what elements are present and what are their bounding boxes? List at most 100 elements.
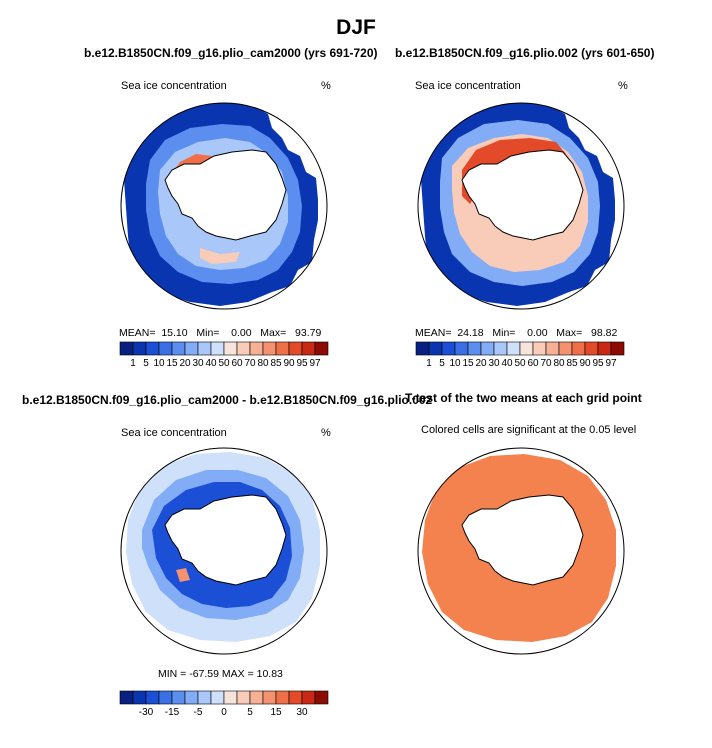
panel-2-map: [417, 102, 625, 310]
ice-pale-patch: [200, 248, 240, 264]
colorbar-panel-2: 1 5 10 15 20 30 40 50 60 70 80 85 90 95 97: [415, 341, 625, 369]
colorbar-cell: [145, 690, 160, 705]
colorbar-cell: [301, 341, 316, 356]
colorbar-tick-label: 15: [270, 707, 282, 718]
panel-1-left-label: Sea ice concentration: [121, 80, 227, 92]
colorbar-tick-label: 97: [309, 358, 321, 369]
colorbar-cell: [545, 341, 560, 356]
antarctica: [461, 494, 584, 586]
colorbar-tick-label: 40: [205, 358, 217, 369]
colorbar-tick-label: 90: [579, 358, 591, 369]
colorbar-tick-label: 95: [296, 358, 308, 369]
antarctica: [164, 494, 287, 586]
mean-value: 15.10: [161, 327, 188, 339]
colorbar-cell: [467, 341, 482, 356]
ice-high-concentration: [462, 138, 566, 204]
colorbar-cell: [119, 341, 134, 356]
colorbar-cell: [610, 341, 625, 356]
min-label: Min=: [492, 327, 516, 339]
colorbar-tick-label: -15: [165, 707, 180, 718]
colorbar-cell: [210, 341, 225, 356]
panel-3-units: %: [321, 427, 331, 439]
colorbar-cell: [249, 341, 264, 356]
colorbar-cell: [314, 341, 329, 356]
panel-4-map: [417, 447, 625, 655]
colorbar-tick-label: 1: [426, 358, 432, 369]
colorbar-cell: [197, 690, 212, 705]
colorbar-tick-label: 70: [540, 358, 552, 369]
max-value: 93.79: [295, 327, 322, 339]
colorbar-tick-label: 30: [296, 707, 308, 718]
colorbar-tick-label: 97: [605, 358, 617, 369]
colorbar-tick-label: 5: [143, 358, 149, 369]
colorbar-tick-label: 85: [270, 358, 282, 369]
colorbar-tick-label: 70: [244, 358, 256, 369]
panel-3-left-label: Sea ice concentration: [121, 427, 227, 439]
colorbar-cell: [506, 341, 521, 356]
colorbar-cell: [171, 341, 186, 356]
colorbar-tick-label: 10: [153, 358, 165, 369]
colorbar-cell: [301, 690, 316, 705]
colorbar-cell: [454, 341, 469, 356]
mean-label: MEAN=: [119, 327, 156, 339]
mean-label: MEAN=: [415, 327, 452, 339]
colorbar-tick-label: 50: [218, 358, 230, 369]
colorbar-tick-label: 50: [514, 358, 526, 369]
max-label: Max=: [556, 327, 583, 339]
panel-4-subtitle: Colored cells are significant at the 0.0…: [421, 424, 637, 436]
colorbar-tick-label: -5: [194, 707, 203, 718]
panel-1-units: %: [321, 80, 331, 92]
diff-positive-patch: [176, 568, 190, 582]
colorbar-cell: [210, 690, 225, 705]
max-value: 98.82: [591, 327, 618, 339]
colorbar-tick-label: 60: [527, 358, 539, 369]
figure-title: DJF: [336, 16, 376, 39]
colorbar-cell: [132, 690, 147, 705]
colorbar-tick-label: 20: [179, 358, 191, 369]
colorbar-tick-label: 15: [166, 358, 178, 369]
colorbar-cell: [184, 341, 199, 356]
colorbar-cell: [584, 341, 599, 356]
panel-1-map: [120, 102, 328, 310]
colorbar-cell: [288, 341, 303, 356]
colorbar-cell: [262, 690, 277, 705]
colorbar-tick-label: 20: [475, 358, 487, 369]
colorbar-cell: [236, 690, 251, 705]
colorbar-cell: [223, 341, 238, 356]
colorbar-tick-label: 5: [247, 707, 253, 718]
colorbar-cell: [223, 690, 238, 705]
colorbar-cell: [171, 690, 186, 705]
colorbar-cell: [428, 341, 443, 356]
colorbar-tick-label: -30: [139, 707, 154, 718]
panel-4-title: T-test of the two means at each grid poi…: [405, 391, 642, 405]
panel-2-left-label: Sea ice concentration: [415, 80, 521, 92]
mean-value: 24.18: [457, 327, 484, 339]
colorbar-cell: [480, 341, 495, 356]
antarctica: [164, 149, 287, 241]
min-value: 0.00: [231, 327, 252, 339]
colorbar-tick-label: 10: [449, 358, 461, 369]
colorbar-cell: [145, 341, 160, 356]
colorbar-tick-label: 80: [257, 358, 269, 369]
colorbar-cell: [249, 690, 264, 705]
colorbar-cell: [571, 341, 586, 356]
colorbar-cell: [288, 690, 303, 705]
colorbar-tick-label: 15: [462, 358, 474, 369]
colorbar-tick-label: 30: [488, 358, 500, 369]
panel-3-stats: MIN = -67.59 MAX = 10.83: [158, 668, 283, 680]
colorbar-tick-label: 80: [553, 358, 565, 369]
colorbar-tick-label: 30: [192, 358, 204, 369]
colorbar-cell: [158, 341, 173, 356]
colorbar-cell: [597, 341, 612, 356]
colorbar-cell: [493, 341, 508, 356]
colorbar-cell: [532, 341, 547, 356]
colorbar-cell: [558, 341, 573, 356]
colorbar-cell: [184, 690, 199, 705]
colorbar-cell: [314, 690, 329, 705]
colorbar-tick-label: 95: [592, 358, 604, 369]
colorbar-tick-label: 40: [501, 358, 513, 369]
colorbar-tick-label: 0: [221, 707, 227, 718]
colorbar-cell: [197, 341, 212, 356]
colorbar-cell: [132, 341, 147, 356]
antarctica: [461, 149, 584, 241]
